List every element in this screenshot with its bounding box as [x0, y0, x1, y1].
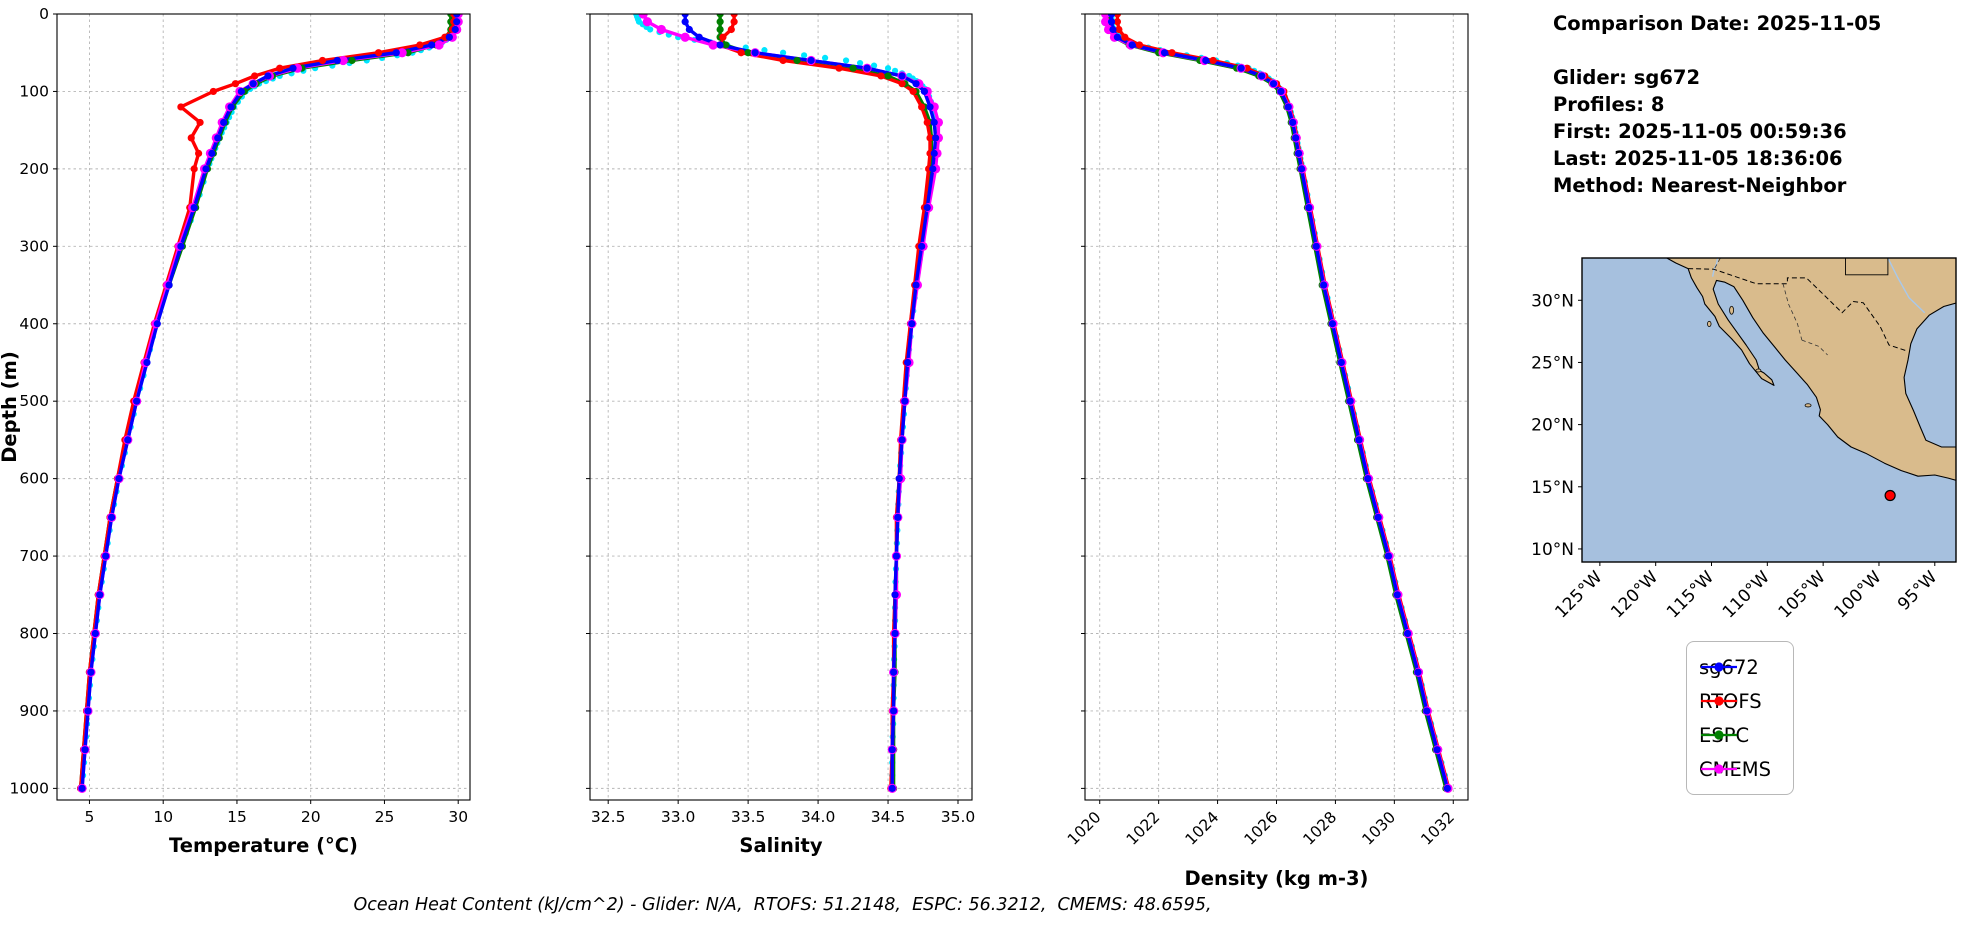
svg-text:10°N: 10°N — [1531, 540, 1574, 560]
svg-text:1022: 1022 — [1123, 808, 1164, 849]
legend-line-marker-icon — [1701, 730, 1737, 740]
svg-text:1032: 1032 — [1417, 808, 1458, 849]
svg-text:200: 200 — [19, 160, 49, 178]
svg-text:30: 30 — [448, 808, 468, 826]
svg-text:900: 900 — [19, 702, 49, 720]
legend-item-sg672: sg672 — [1699, 650, 1771, 684]
svg-text:0: 0 — [39, 5, 49, 23]
legend-line-marker-icon — [1701, 662, 1737, 672]
svg-text:700: 700 — [19, 547, 49, 565]
first-profile-time-text: First: 2025-11-05 00:59:36 — [1553, 120, 1847, 143]
svg-text:600: 600 — [19, 470, 49, 488]
legend-line-marker-icon — [1701, 696, 1737, 706]
svg-text:800: 800 — [19, 625, 49, 643]
svg-text:20°N: 20°N — [1531, 416, 1574, 436]
comparison-date-text: Comparison Date: 2025-11-05 — [1553, 12, 1882, 35]
svg-text:Temperature (°C): Temperature (°C) — [169, 834, 358, 857]
last-profile-time-text: Last: 2025-11-05 18:36:06 — [1553, 147, 1843, 170]
svg-text:34.5: 34.5 — [871, 808, 906, 826]
svg-text:125°W: 125°W — [1551, 567, 1606, 622]
svg-text:30°N: 30°N — [1531, 291, 1574, 311]
svg-text:1000: 1000 — [10, 779, 49, 797]
glider-location-map: 30°N 25°N 20°N 15°N 10°N 125°W 120°W 115°W 110°W… — [1531, 257, 1957, 622]
svg-text:105°W: 105°W — [1775, 567, 1830, 622]
legend-line-marker-icon — [1701, 764, 1737, 774]
svg-text:100: 100 — [19, 82, 49, 100]
svg-text:33.5: 33.5 — [731, 808, 766, 826]
svg-text:Salinity: Salinity — [739, 834, 822, 857]
svg-text:25°N: 25°N — [1531, 353, 1574, 373]
svg-text:1020: 1020 — [1064, 808, 1105, 849]
info-spacer — [1553, 37, 1881, 64]
svg-text:34.0: 34.0 — [801, 808, 836, 826]
legend-item-rtofs: RTOFS — [1699, 684, 1771, 718]
comparison-info-block: Comparison Date: 2025-11-05 Glider: sg67… — [1553, 10, 1881, 199]
svg-text:115°W: 115°W — [1663, 567, 1718, 622]
svg-text:110°W: 110°W — [1719, 567, 1774, 622]
glider-name-text: Glider: sg672 — [1553, 66, 1701, 89]
density-profile-chart: 1020 1022 1024 1026 1028 1030 1032 Density (kg … — [1064, 13, 1469, 890]
svg-text:100°W: 100°W — [1831, 567, 1886, 622]
glider-location-marker — [1884, 489, 1896, 502]
profiles-count-text: Profiles: 8 — [1553, 93, 1665, 116]
svg-text:25: 25 — [375, 808, 395, 826]
legend-item-cmems: CMEMS — [1699, 752, 1771, 786]
svg-text:15: 15 — [227, 808, 247, 826]
svg-text:5: 5 — [85, 808, 95, 826]
salinity-profile-chart: 32.5 33.0 33.5 34.0 34.5 35.0 Salinity — [586, 13, 976, 857]
svg-text:20: 20 — [301, 808, 321, 826]
svg-text:Density (kg m-3): Density (kg m-3) — [1185, 867, 1369, 890]
svg-text:1028: 1028 — [1300, 808, 1341, 849]
svg-text:15°N: 15°N — [1531, 478, 1574, 498]
svg-text:Depth (m): Depth (m) — [0, 351, 21, 463]
temperature-profile-chart: 5 10 15 20 25 3001002003004005006007008009001… — [0, 5, 471, 857]
legend-item-espc: ESPC — [1699, 718, 1771, 752]
svg-text:32.5: 32.5 — [591, 808, 626, 826]
method-text: Method: Nearest-Neighbor — [1553, 174, 1847, 197]
svg-text:35.0: 35.0 — [941, 808, 976, 826]
ohc-caption: Ocean Heat Content (kJ/cm^2) - Glider: N… — [353, 895, 1212, 915]
svg-text:120°W: 120°W — [1607, 567, 1662, 622]
svg-text:400: 400 — [19, 315, 49, 333]
svg-text:95°W: 95°W — [1894, 567, 1941, 614]
svg-text:1030: 1030 — [1359, 808, 1400, 849]
svg-text:300: 300 — [19, 237, 49, 255]
svg-text:1026: 1026 — [1241, 808, 1282, 849]
svg-text:1024: 1024 — [1182, 808, 1223, 849]
svg-text:10: 10 — [153, 808, 173, 826]
svg-text:500: 500 — [19, 392, 49, 410]
series-legend: sg672 RTOFS ESPC CMEMS — [1686, 641, 1794, 795]
svg-text:33.0: 33.0 — [661, 808, 696, 826]
